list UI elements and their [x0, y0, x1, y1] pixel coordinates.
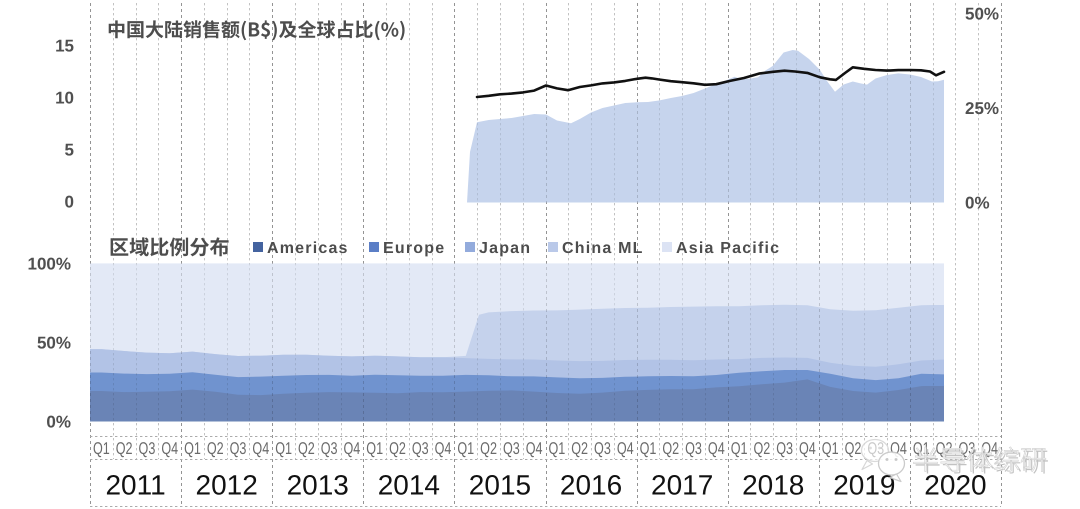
svg-text:2015: 2015 — [469, 470, 531, 501]
svg-text:Q3: Q3 — [685, 439, 702, 458]
svg-text:10: 10 — [55, 88, 74, 107]
svg-text:2020: 2020 — [924, 470, 986, 501]
svg-text:Q3: Q3 — [776, 439, 793, 458]
svg-text:100%: 100% — [28, 254, 71, 273]
svg-text:Q4: Q4 — [799, 439, 816, 458]
svg-text:Q2: Q2 — [207, 439, 224, 458]
svg-text:2011: 2011 — [105, 470, 165, 501]
svg-text:2018: 2018 — [742, 470, 804, 501]
svg-text:2016: 2016 — [560, 470, 622, 501]
svg-text:Q1: Q1 — [366, 439, 383, 458]
svg-text:15: 15 — [55, 36, 74, 55]
svg-text:China ML: China ML — [562, 240, 644, 257]
svg-text:Q2: Q2 — [298, 439, 315, 458]
svg-text:Q1: Q1 — [548, 439, 565, 458]
svg-text:Q2: Q2 — [571, 439, 588, 458]
svg-text:2012: 2012 — [196, 470, 258, 501]
svg-text:Q2: Q2 — [116, 439, 133, 458]
svg-text:Q1: Q1 — [731, 439, 748, 458]
svg-text:Q1: Q1 — [640, 439, 657, 458]
svg-text:Q3: Q3 — [412, 439, 429, 458]
svg-text:Q4: Q4 — [252, 439, 269, 458]
svg-text:2019: 2019 — [833, 470, 895, 501]
svg-text:Europe: Europe — [383, 240, 445, 257]
svg-text:Asia Pacific: Asia Pacific — [676, 240, 780, 257]
svg-text:Q2: Q2 — [480, 439, 497, 458]
svg-text:Q3: Q3 — [503, 439, 520, 458]
svg-text:Q1: Q1 — [275, 439, 292, 458]
svg-text:Q4: Q4 — [435, 439, 452, 458]
svg-text:Q2: Q2 — [753, 439, 770, 458]
svg-text:0: 0 — [65, 192, 74, 211]
svg-text:Americas: Americas — [267, 240, 349, 257]
svg-text:Japan: Japan — [479, 240, 531, 257]
svg-text:Q1: Q1 — [457, 439, 474, 458]
svg-text:25%: 25% — [965, 99, 999, 118]
svg-text:50%: 50% — [37, 333, 71, 352]
svg-text:Q4: Q4 — [617, 439, 634, 458]
svg-text:Q4: Q4 — [526, 439, 543, 458]
svg-text:Q2: Q2 — [389, 439, 406, 458]
svg-text:Q2: Q2 — [662, 439, 679, 458]
svg-text:Q3: Q3 — [594, 439, 611, 458]
svg-text:2014: 2014 — [378, 470, 440, 501]
svg-text:Q1: Q1 — [93, 439, 110, 458]
svg-text:Q3: Q3 — [139, 439, 156, 458]
svg-text:Q2: Q2 — [845, 439, 862, 458]
svg-text:Q1: Q1 — [184, 439, 201, 458]
svg-text:50%: 50% — [965, 5, 999, 24]
svg-text:0%: 0% — [46, 413, 71, 432]
svg-text:2017: 2017 — [651, 470, 713, 501]
svg-text:Q4: Q4 — [161, 439, 178, 458]
svg-text:Q4: Q4 — [708, 439, 725, 458]
svg-text:Q4: Q4 — [344, 439, 361, 458]
svg-text:2013: 2013 — [287, 470, 349, 501]
svg-text:Q3: Q3 — [230, 439, 247, 458]
svg-text:5: 5 — [65, 140, 74, 159]
svg-text:Q3: Q3 — [321, 439, 338, 458]
svg-text:Q1: Q1 — [822, 439, 839, 458]
svg-text:0%: 0% — [965, 194, 990, 213]
